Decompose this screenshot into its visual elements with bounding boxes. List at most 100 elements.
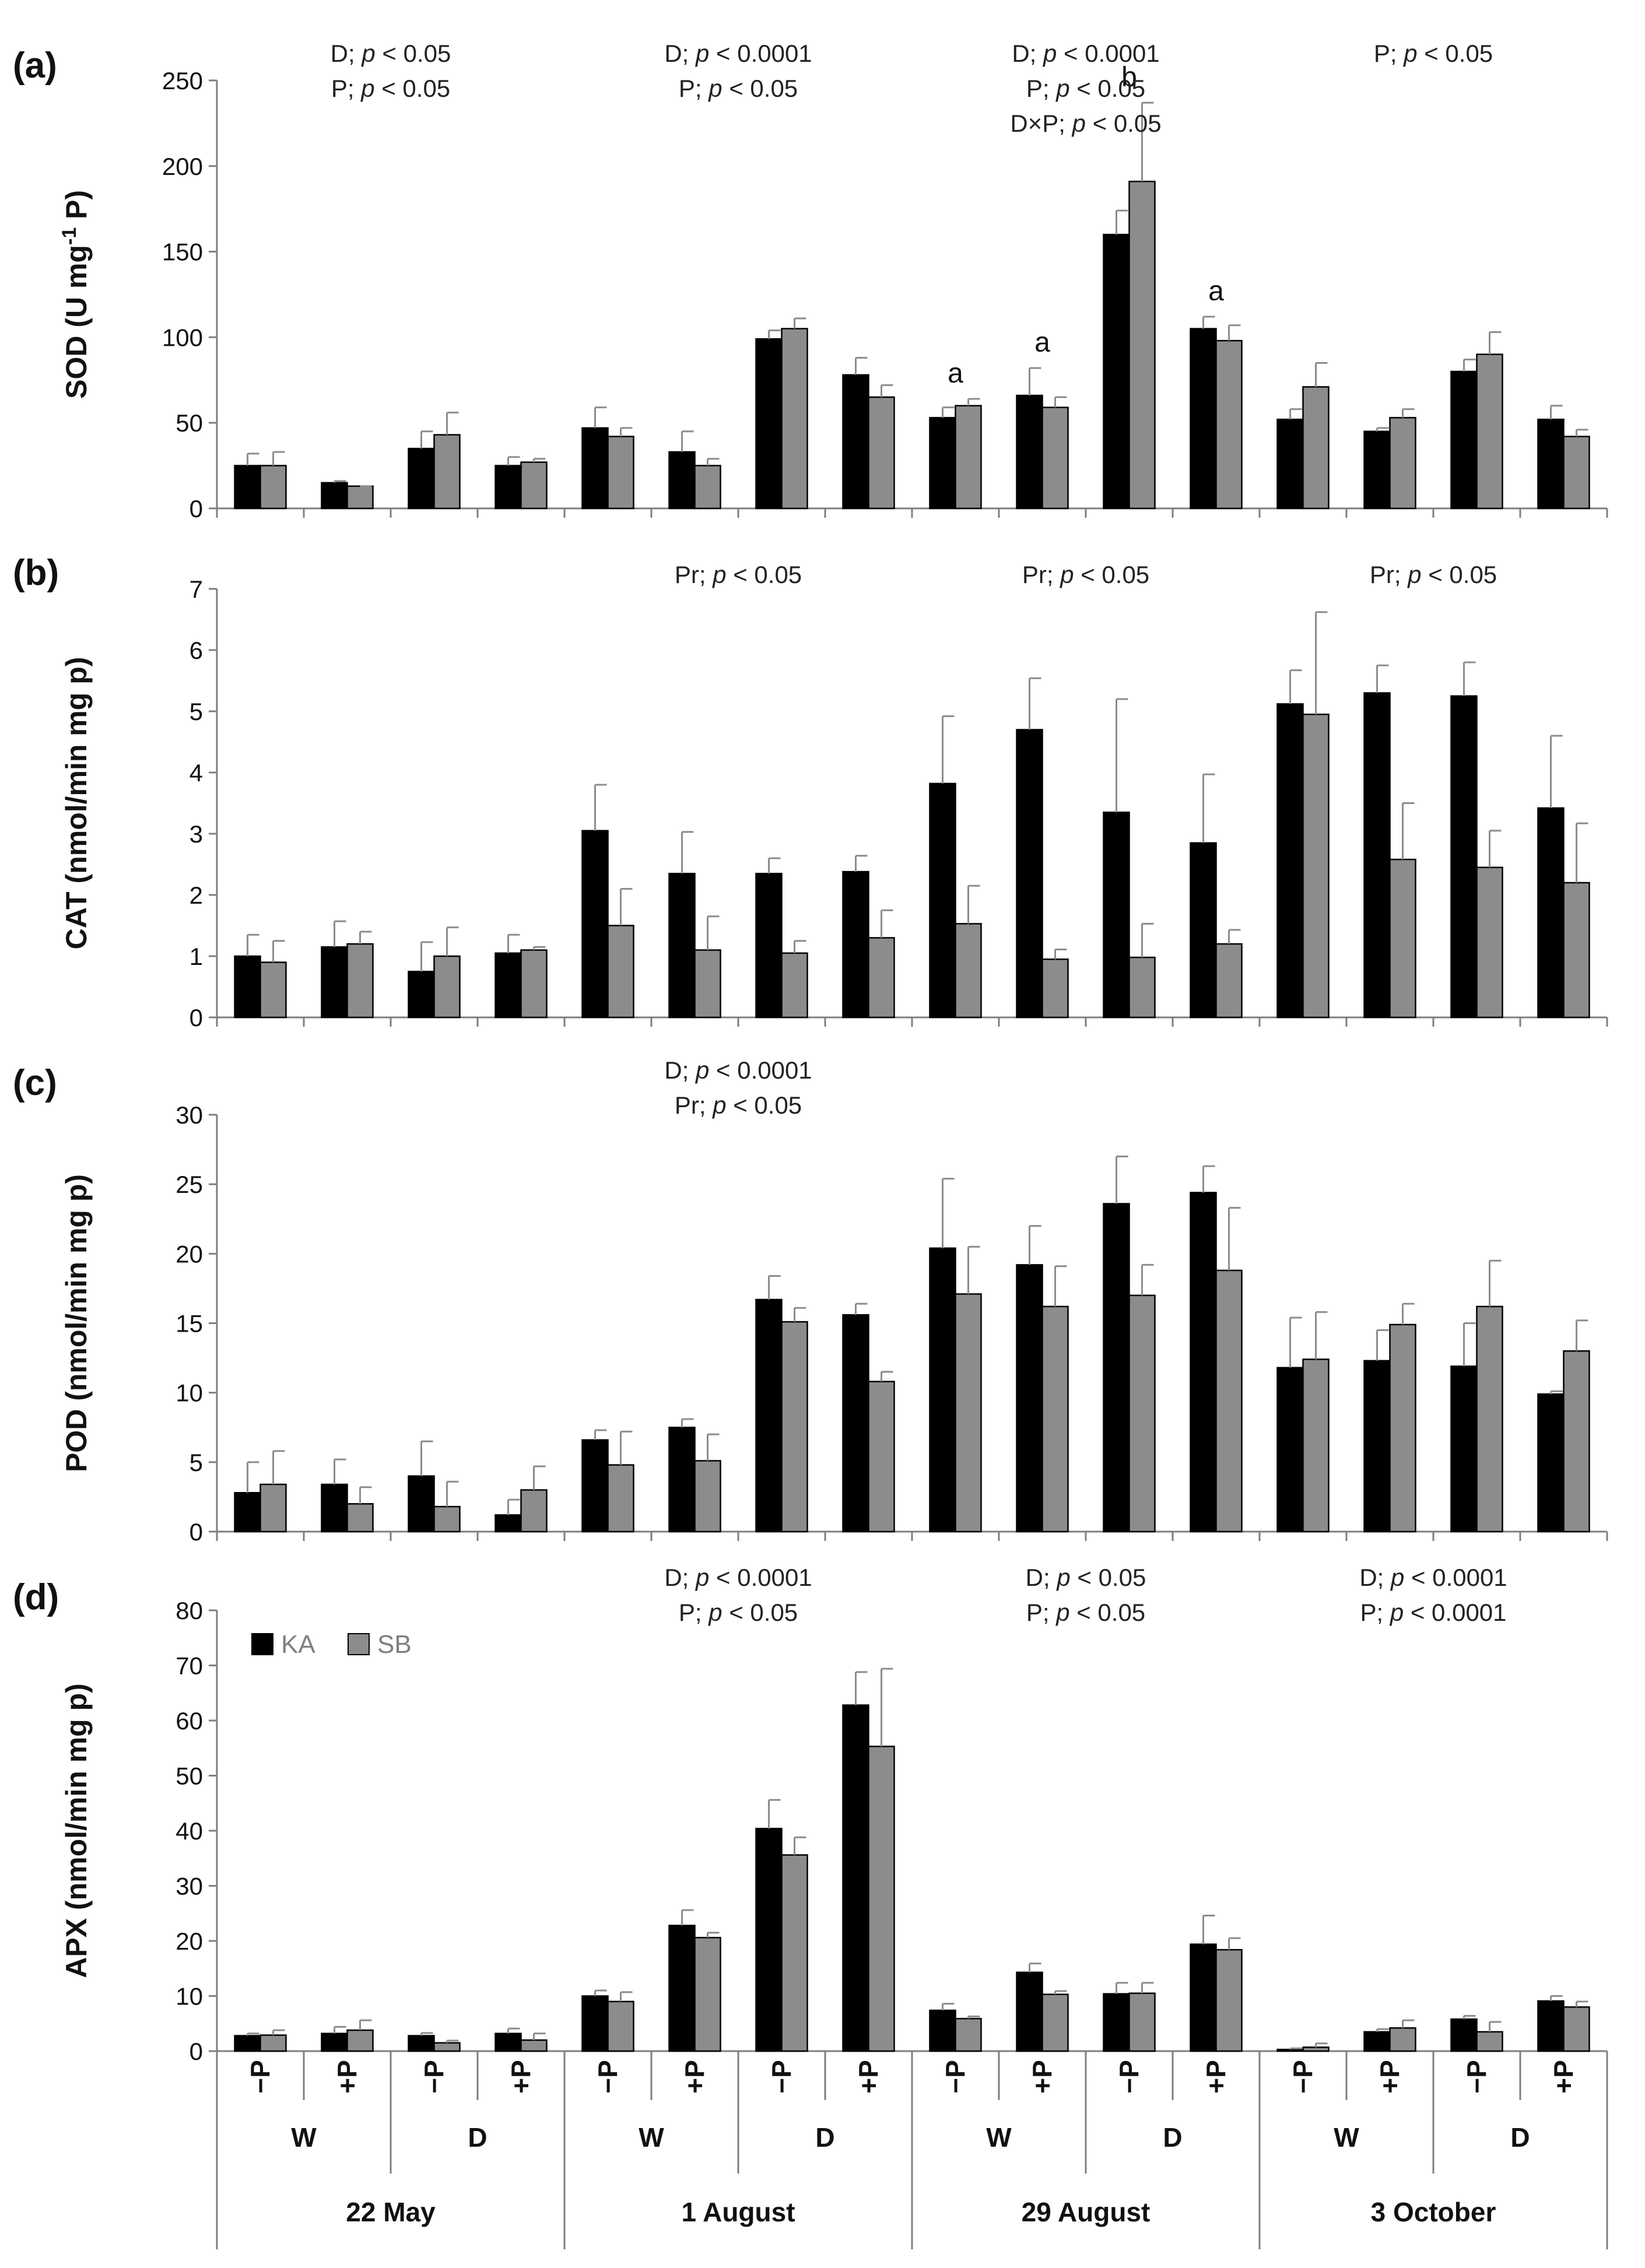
bar-ka [1190, 842, 1217, 1019]
x-label-treatment: +P [506, 2060, 536, 2094]
y-tick-label: 70 [176, 1652, 203, 1680]
stat-annotation: Pr; p < 0.05 [675, 561, 802, 588]
bar-ka [842, 1704, 869, 2052]
x-label-treatment: +P [680, 2060, 710, 2094]
bar-ka [1537, 1393, 1565, 1533]
bar-sb [694, 1460, 721, 1533]
bar-ka [581, 1995, 609, 2052]
bar-sb [259, 1483, 287, 1533]
bar-sb [1215, 340, 1243, 510]
bar-ka [581, 1439, 609, 1533]
bar-sb [1302, 386, 1330, 510]
bar-sb [955, 405, 982, 510]
y-tick-label: 10 [176, 1983, 203, 2010]
bar-sb [781, 952, 808, 1019]
x-label-treatment: −P [1288, 2060, 1318, 2094]
y-tick-label: 0 [190, 1004, 203, 1031]
bar-sb [1476, 1305, 1503, 1533]
bar-ka [408, 2035, 435, 2052]
bar-ka [755, 1827, 783, 2052]
bar-ka [842, 1314, 869, 1533]
bar-sb [868, 1381, 895, 1533]
bar-sb [955, 1293, 982, 1533]
bar-sb [1389, 417, 1416, 510]
bar-sb [607, 1464, 634, 1533]
bar-ka [581, 427, 609, 510]
panel-c: (c) 0 5 10 15 20 25 30 POD (nmol/min mg p) D; p <… [13, 1056, 1608, 1546]
y-tick-label: 30 [176, 1101, 203, 1129]
y-tick-label: 40 [176, 1817, 203, 1845]
stat-annotation: D; p < 0.05 [331, 40, 451, 67]
bar-ka [1016, 1971, 1043, 2052]
x-label-date: 29 August [1022, 2197, 1151, 2227]
bar-sb [694, 1937, 721, 2052]
significance-letter: a [1208, 276, 1224, 307]
bar-ka [1537, 2000, 1565, 2052]
bar-sb [955, 923, 982, 1019]
panel-label: (d) [13, 1577, 59, 1617]
bar-sb [1302, 2046, 1330, 2052]
bar-ka [321, 946, 348, 1019]
bar-ka [668, 873, 696, 1019]
legend-label-ka: KA [281, 1630, 315, 1659]
bar-sb [1302, 714, 1330, 1019]
bar-sb [1476, 866, 1503, 1019]
x-label-treatment: −P [941, 2060, 971, 2094]
panel-a: (a) 0 50 100 150 200 250 SOD (U mg-1 P) a a b a D; p… [13, 40, 1608, 522]
y-tick-label: 0 [190, 495, 203, 522]
bar-sb [1041, 406, 1069, 510]
x-label-water: W [291, 2122, 317, 2153]
stat-annotation: P; p < 0.05 [1026, 1599, 1145, 1626]
x-label-treatment: −P [245, 2060, 276, 2094]
y-tick-label: 6 [190, 637, 203, 664]
bar-ka [1537, 807, 1565, 1019]
y-tick-label: 200 [162, 153, 203, 180]
bar-ka [408, 971, 435, 1019]
bar-sb [1389, 1323, 1416, 1533]
bar-ka [668, 451, 696, 510]
stat-annotation: P; p < 0.05 [331, 75, 450, 102]
significance-letter: a [1034, 327, 1050, 358]
bar-ka [842, 374, 869, 510]
bar-ka [1103, 1203, 1130, 1533]
x-label-treatment: +P [1549, 2060, 1579, 2094]
y-tick-label: 50 [176, 409, 203, 437]
stat-annotation: D; p < 0.0001 [664, 1564, 812, 1591]
x-label-treatment: +P [1201, 2060, 1232, 2094]
x-label-treatment: +P [854, 2060, 884, 2094]
stat-annotation: D; p < 0.05 [1026, 1564, 1146, 1591]
x-label-treatment: +P [332, 2060, 363, 2094]
bar-ka [581, 830, 609, 1019]
bar-sb [1041, 959, 1069, 1019]
bar-sb [1128, 1294, 1156, 1533]
bar-sb [1128, 180, 1156, 510]
bar-ka [1363, 430, 1391, 510]
y-tick-label: 4 [190, 759, 203, 787]
bar-ka [1190, 328, 1217, 510]
bar-sb [1128, 1992, 1156, 2052]
x-label-date: 3 October [1371, 2197, 1496, 2227]
bar-ka [1016, 1264, 1043, 1533]
bar-sb [781, 1321, 808, 1533]
bar-sb [1041, 1993, 1069, 2052]
bar-sb [607, 925, 634, 1019]
bar-ka [1276, 419, 1304, 510]
bar-sb [1215, 1948, 1243, 2052]
stat-annotation: Pr; p < 0.05 [675, 1091, 802, 1119]
bar-sb [433, 434, 461, 510]
bar-ka [234, 2035, 261, 2052]
bar-sb [259, 465, 287, 510]
bar-sb [868, 396, 895, 510]
x-label-treatment: −P [1462, 2060, 1492, 2094]
bar-sb [433, 2042, 461, 2052]
x-label-water: W [986, 2122, 1012, 2153]
x-label-treatment: −P [593, 2060, 623, 2094]
stat-annotation: D; p < 0.0001 [664, 1056, 812, 1084]
panel-label: (a) [13, 45, 57, 86]
y-tick-label: 250 [162, 67, 203, 94]
y-tick-label: 80 [176, 1597, 203, 1624]
bar-ka [1276, 2048, 1304, 2052]
bar-sb [1476, 2031, 1503, 2052]
panel-b: (b) 0 1 2 3 4 5 6 7 CAT (nmol/min mg p) Pr; p < 0.… [13, 553, 1608, 1031]
